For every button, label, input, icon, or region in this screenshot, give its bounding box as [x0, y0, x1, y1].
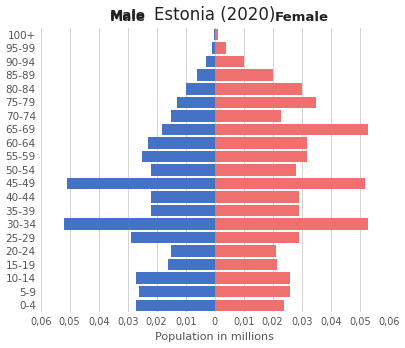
Bar: [214, 29, 215, 40]
Bar: [215, 56, 244, 68]
X-axis label: Population in millions: Population in millions: [155, 332, 274, 342]
Bar: [64, 218, 215, 230]
Bar: [130, 232, 215, 243]
Bar: [171, 110, 215, 121]
Text: Female: Female: [275, 11, 329, 24]
Bar: [215, 245, 275, 257]
Bar: [171, 245, 215, 257]
Bar: [185, 83, 215, 95]
Bar: [215, 259, 277, 270]
Bar: [139, 286, 215, 298]
Bar: [215, 42, 226, 54]
Bar: [206, 56, 215, 68]
Bar: [148, 137, 215, 149]
Bar: [215, 178, 365, 189]
Bar: [67, 178, 215, 189]
Bar: [151, 205, 215, 216]
Bar: [215, 205, 299, 216]
Bar: [215, 29, 217, 40]
Bar: [215, 232, 299, 243]
Bar: [215, 272, 290, 284]
Bar: [136, 300, 215, 311]
Text: Male: Male: [110, 11, 146, 24]
Bar: [177, 96, 215, 108]
Bar: [168, 259, 215, 270]
Bar: [215, 96, 316, 108]
Bar: [215, 70, 273, 81]
Bar: [151, 164, 215, 176]
Bar: [136, 272, 215, 284]
Bar: [212, 42, 215, 54]
Title: Estonia (2020): Estonia (2020): [154, 6, 275, 24]
Bar: [215, 151, 307, 162]
Bar: [197, 70, 215, 81]
Bar: [215, 164, 296, 176]
Bar: [215, 300, 284, 311]
Bar: [215, 110, 281, 121]
Bar: [215, 286, 290, 298]
Bar: [215, 191, 299, 203]
Bar: [151, 191, 215, 203]
Bar: [215, 83, 302, 95]
Text: Male: Male: [110, 9, 146, 22]
Bar: [215, 124, 369, 135]
Bar: [215, 137, 307, 149]
Bar: [215, 218, 369, 230]
Bar: [142, 151, 215, 162]
Bar: [162, 124, 215, 135]
